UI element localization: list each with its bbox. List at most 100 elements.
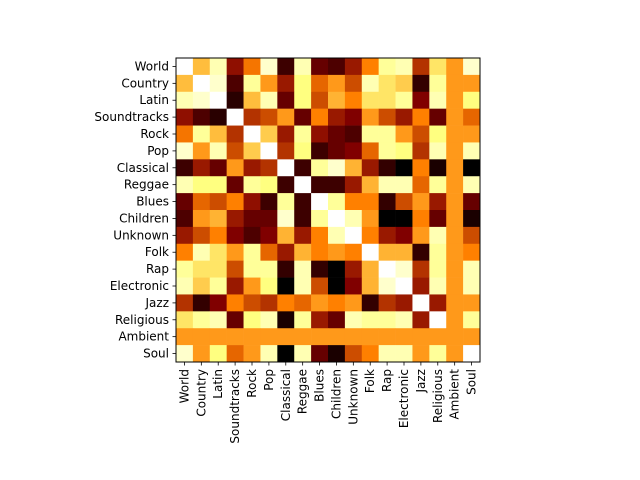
heatmap-cell-11-9 — [328, 243, 346, 261]
heatmap-cell-8-10 — [344, 193, 363, 211]
heatmap-cell-16-2 — [209, 328, 227, 346]
heatmap-cell-11-14 — [412, 243, 430, 261]
heatmap-cell-16-1 — [192, 328, 211, 346]
heatmap-cell-2-14 — [412, 91, 430, 109]
heatmap-cell-7-12 — [378, 176, 396, 194]
y-tick-label: Children — [119, 211, 169, 225]
heatmap-cell-7-2 — [209, 176, 227, 194]
heatmap-cell-17-6 — [277, 345, 295, 363]
heatmap-cell-0-4 — [243, 58, 261, 76]
heatmap-cell-16-6 — [277, 328, 295, 346]
heatmap-cell-6-17 — [463, 159, 481, 177]
heatmap-cell-8-11 — [361, 193, 379, 211]
heatmap-cell-17-8 — [311, 345, 329, 363]
heatmap-cell-2-13 — [395, 91, 413, 109]
y-tick-label: Jazz — [145, 296, 170, 310]
heatmap-cell-17-0 — [176, 345, 194, 363]
heatmap-cell-16-0 — [176, 328, 194, 346]
heatmap-cell-5-2 — [209, 142, 227, 160]
heatmap-cell-7-13 — [395, 176, 413, 194]
heatmap-cell-9-17 — [463, 210, 481, 228]
heatmap-cell-15-14 — [412, 311, 430, 329]
heatmap-cell-3-3 — [226, 108, 244, 126]
heatmap-cell-10-4 — [243, 226, 261, 245]
x-tick-label: Rock — [245, 369, 259, 398]
heatmap-cell-2-4 — [243, 91, 261, 109]
heatmap-cell-16-14 — [412, 328, 430, 346]
heatmap-cell-11-7 — [294, 243, 312, 261]
heatmap-cell-12-3 — [226, 260, 244, 278]
heatmap-cell-16-15 — [429, 328, 447, 346]
heatmap-cell-10-5 — [260, 226, 278, 245]
heatmap-cell-8-0 — [176, 193, 194, 211]
y-tick-label: Reggae — [124, 178, 169, 192]
heatmap-cell-14-12 — [378, 294, 396, 312]
heatmap-cell-5-14 — [412, 142, 430, 160]
heatmap-cell-0-3 — [226, 58, 244, 76]
heatmap-cell-15-7 — [294, 311, 312, 329]
heatmap-cell-3-1 — [192, 108, 211, 126]
heatmap-cell-8-3 — [226, 193, 244, 211]
heatmap-cell-11-15 — [429, 243, 447, 261]
heatmap-cell-3-8 — [311, 108, 329, 126]
heatmap-cell-14-9 — [328, 294, 346, 312]
heatmap-cell-6-2 — [209, 159, 227, 177]
heatmap-cell-16-13 — [395, 328, 413, 346]
heatmap-cell-9-8 — [311, 210, 329, 228]
heatmap-cell-10-12 — [378, 226, 396, 245]
x-tick-label: Rap — [380, 369, 394, 392]
heatmap-cell-7-9 — [328, 176, 346, 194]
heatmap-cell-1-10 — [344, 74, 363, 93]
heatmap-cell-17-1 — [192, 345, 211, 363]
heatmap-cell-14-3 — [226, 294, 244, 312]
y-tick-label: World — [135, 59, 169, 73]
heatmap-cell-12-2 — [209, 260, 227, 278]
heatmap-cell-15-9 — [328, 311, 346, 329]
heatmap-cell-0-11 — [361, 58, 379, 76]
heatmap-cell-2-11 — [361, 91, 379, 109]
heatmap-cell-13-16 — [446, 277, 464, 295]
heatmap-cell-2-1 — [192, 91, 211, 109]
heatmap-cell-11-6 — [277, 243, 295, 261]
heatmap-cell-0-13 — [395, 58, 413, 76]
heatmap-cell-0-2 — [209, 58, 227, 76]
heatmap-cell-1-2 — [209, 74, 227, 93]
x-tick-label: Reggae — [296, 369, 310, 414]
heatmap-cell-16-3 — [226, 328, 244, 346]
heatmap-cell-9-12 — [378, 210, 396, 228]
heatmap-cell-7-16 — [446, 176, 464, 194]
heatmap-cell-3-6 — [277, 108, 295, 126]
y-tick-label: Latin — [139, 93, 169, 107]
heatmap-cell-6-3 — [226, 159, 244, 177]
heatmap-cell-8-15 — [429, 193, 447, 211]
x-tick-label: Pop — [262, 369, 276, 391]
heatmap-cell-3-12 — [378, 108, 396, 126]
heatmap-cell-4-4 — [243, 125, 261, 143]
heatmap-cell-17-7 — [294, 345, 312, 363]
heatmap-cell-15-10 — [344, 311, 363, 329]
heatmap-cell-14-16 — [446, 294, 464, 312]
heatmap-cell-16-10 — [344, 328, 363, 346]
heatmap-cell-5-1 — [192, 142, 211, 160]
heatmap-cell-12-10 — [344, 260, 363, 278]
heatmap-cell-9-0 — [176, 210, 194, 228]
heatmap-cell-5-0 — [176, 142, 194, 160]
heatmap-cell-15-5 — [260, 311, 278, 329]
heatmap-cell-1-9 — [328, 74, 346, 93]
heatmap-cell-7-14 — [412, 176, 430, 194]
heatmap-cell-13-10 — [344, 277, 363, 295]
heatmap-cell-1-14 — [412, 74, 430, 93]
heatmap-cell-13-6 — [277, 277, 295, 295]
heatmap-cell-12-4 — [243, 260, 261, 278]
heatmap-cell-1-3 — [226, 74, 244, 93]
heatmap-cell-13-7 — [294, 277, 312, 295]
heatmap-cell-12-5 — [260, 260, 278, 278]
heatmap-cell-15-8 — [311, 311, 329, 329]
heatmap-cell-11-4 — [243, 243, 261, 261]
heatmap-cell-15-1 — [192, 311, 211, 329]
heatmap-cell-9-15 — [429, 210, 447, 228]
heatmap-cell-6-9 — [328, 159, 346, 177]
heatmap-cell-11-10 — [344, 243, 363, 261]
heatmap-cell-14-4 — [243, 294, 261, 312]
heatmap-cell-6-4 — [243, 159, 261, 177]
